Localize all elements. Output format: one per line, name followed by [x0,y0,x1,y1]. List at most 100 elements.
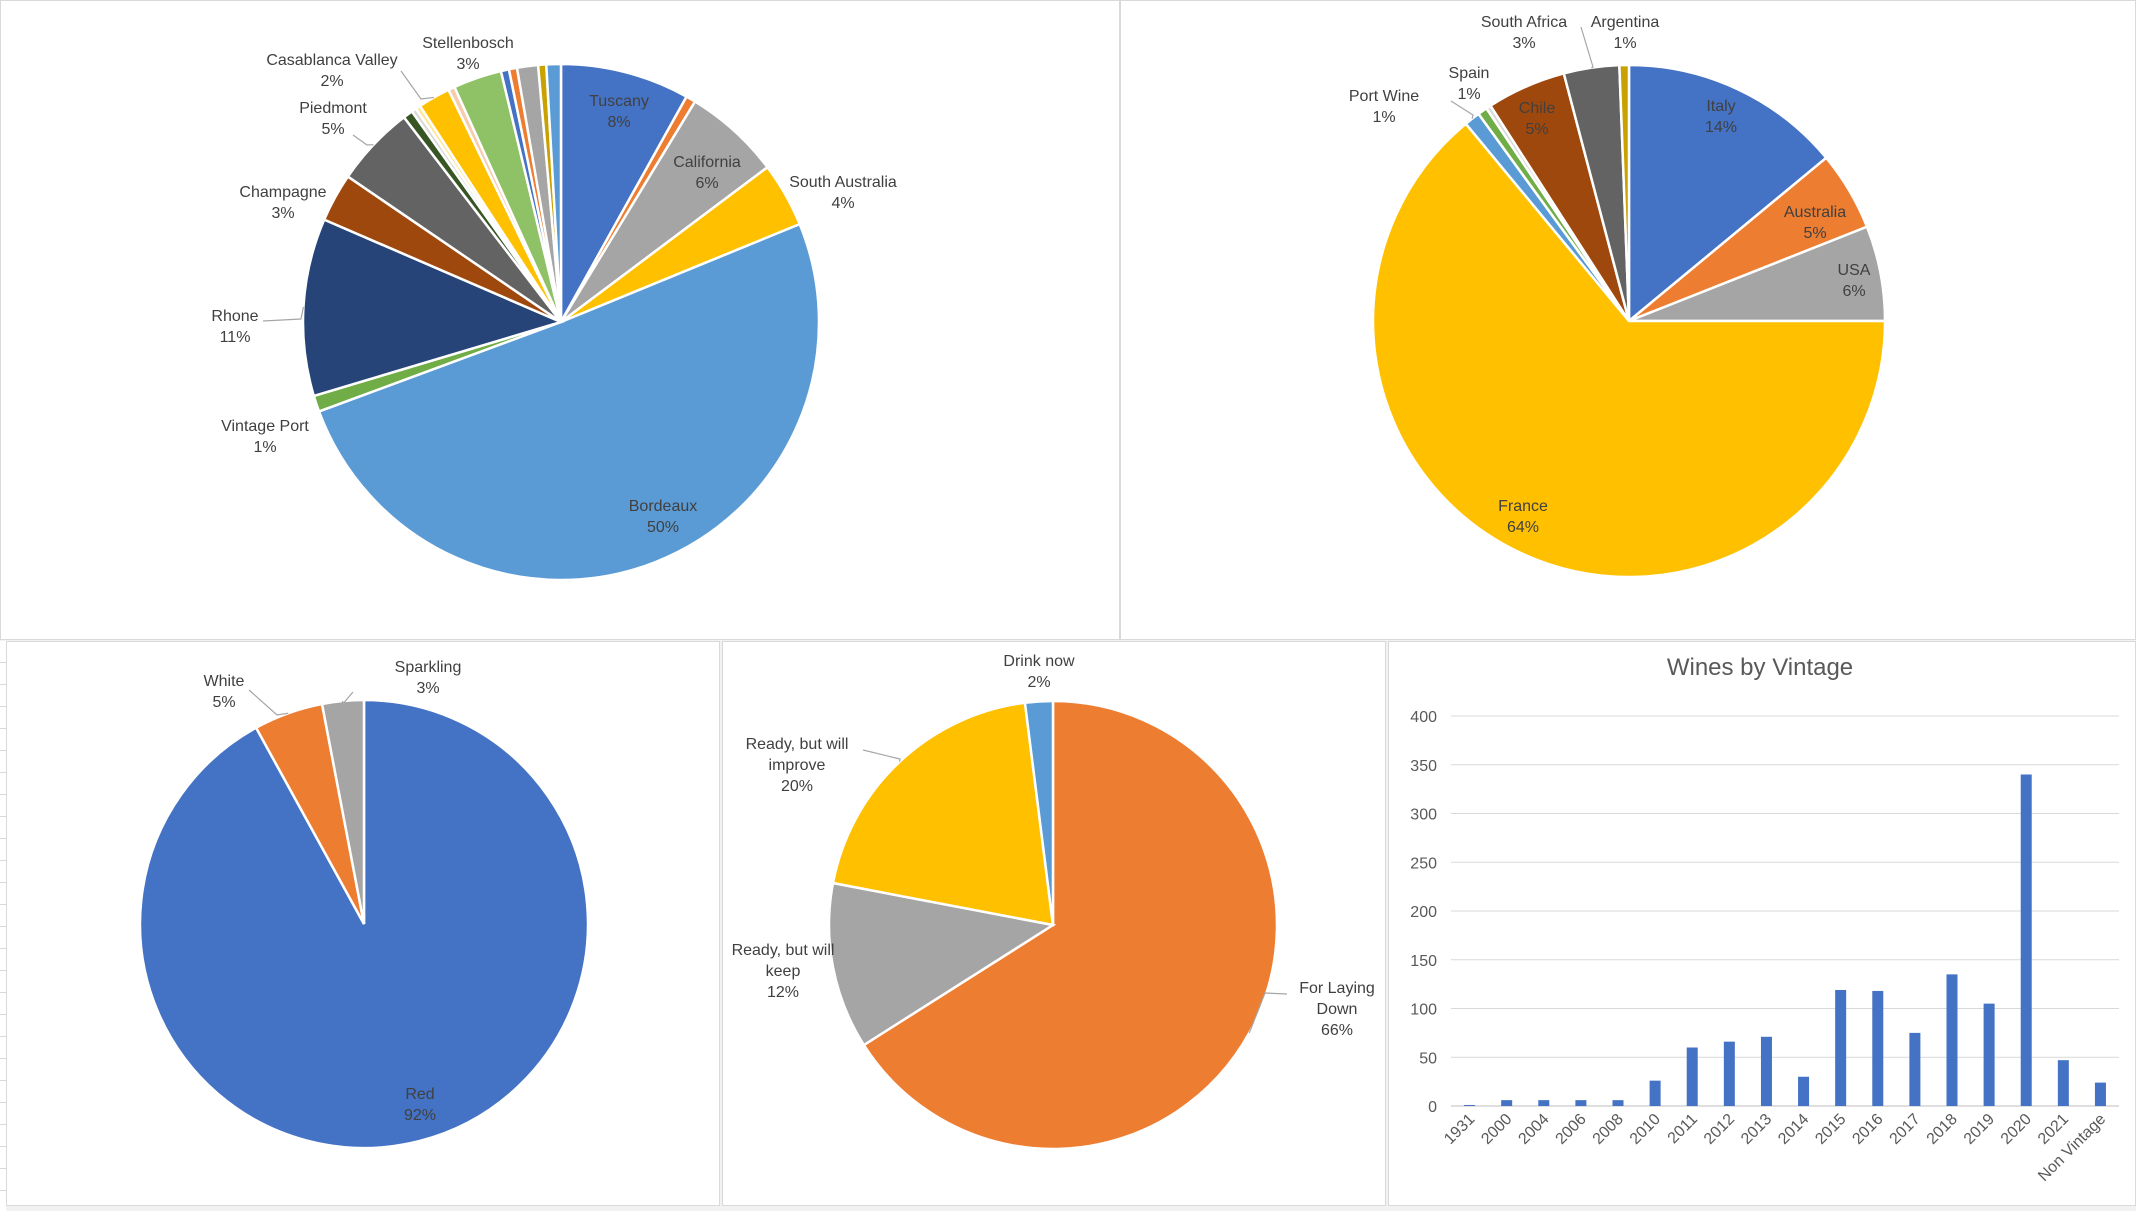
bar-2021[interactable] [2057,1060,2069,1106]
leader-line [862,749,901,762]
pie-slice-sparkling[interactable] [320,698,366,925]
pie-slice-france[interactable] [1371,121,1887,579]
vintage-bar-chart[interactable]: Wines by Vintage 0 50 100 150 200 250 300 350 400… [1388,641,2136,1206]
x-tick-label: 1931 [1441,1111,1478,1148]
leader-line [262,306,305,322]
data-label-italy: Italy 14% [1705,98,1737,136]
data-label-rhone: Rhone 11% [211,308,258,346]
data-label-australia: Australia 5% [1784,204,1846,242]
data-label-argentina: Argentina 1% [1591,14,1660,52]
leader-line [1248,992,1288,1034]
data-label-sparkling: Sparkling 3% [395,659,462,697]
bar-2018[interactable] [1946,974,1958,1106]
y-tick-label: 200 [1410,904,1437,921]
bar-2015[interactable] [1835,989,1847,1106]
data-label-chile: Chile 5% [1519,100,1556,138]
data-label-usa: USA 6% [1838,262,1871,300]
chart-title: Wines by Vintage [1667,654,1853,681]
data-label-red: Red 92% [404,1086,436,1124]
data-label-california: California 6% [673,154,741,192]
colour-pie-chart[interactable]: Red 92% White 5% Sparkling 3% [6,641,720,1206]
leader-line [340,691,354,707]
x-tick-label: 2010 [1627,1111,1664,1148]
data-label-champagne: Champagne 3% [239,184,326,222]
bar-2016[interactable] [1872,990,1884,1106]
data-label-spain: Spain 1% [1449,65,1490,103]
y-tick-label: 400 [1410,709,1437,726]
x-tick-label: 2016 [1849,1111,1886,1148]
country-pie-svg: Italy 14% Australia 5% USA 6% France 64% Port Wi… [1349,14,1887,579]
x-tick-label: 2018 [1924,1111,1961,1148]
data-label-drink-now: Drink now 2% [1003,653,1075,691]
data-label-ready-but-will-improve: Ready, but will improve 20% [746,736,849,795]
x-tick-label: 2014 [1775,1111,1812,1148]
pie-slice-chart1-19[interactable] [544,62,563,323]
pie-slice-ready-but-will-improve[interactable] [831,701,1055,927]
data-label-white: White 5% [204,673,245,711]
bar-non-vintage[interactable] [2094,1082,2106,1106]
data-label-tuscany: Tuscany 8% [589,93,649,131]
y-tick-label: 0 [1428,1099,1437,1116]
data-label-stellenbosch: Stellenbosch 3% [422,35,514,73]
pie-slice-italy[interactable] [1627,63,1829,324]
bar-2000[interactable] [1501,1100,1513,1106]
x-tick-label: 2015 [1812,1111,1849,1148]
data-label-port-wine: Port Wine 1% [1349,88,1419,126]
bar-2017[interactable] [1909,1032,1921,1106]
leader-line [400,70,435,100]
bar-2004[interactable] [1538,1100,1550,1106]
leader-line [248,689,289,716]
x-tick-label: 2008 [1590,1111,1627,1148]
bar-1931[interactable] [1464,1105,1476,1106]
bar-2012[interactable] [1723,1041,1735,1106]
x-tick-label: 2012 [1701,1111,1738,1148]
region-pie-svg: Tuscany 8% California 6% South Australia 4% Bo… [211,35,897,582]
bar-2019[interactable] [1983,1003,1995,1106]
y-tick-label: 300 [1410,807,1437,824]
region-pie-chart[interactable]: Tuscany 8% California 6% South Australia 4% Bo… [0,0,1120,640]
bar-2008[interactable] [1612,1100,1624,1106]
bar-2014[interactable] [1798,1076,1810,1106]
country-pie-chart[interactable]: Italy 14% Australia 5% USA 6% France 64% Port Wi… [1120,0,2136,640]
readiness-pie-svg: For Laying Down 66% Ready, but will keep 12% R… [732,653,1375,1151]
pie-slice-ready-but-will-keep[interactable] [827,881,1057,1047]
readiness-pie-chart[interactable]: For Laying Down 66% Ready, but will keep 12% R… [722,641,1386,1206]
x-tick-label: 2020 [1998,1111,2035,1148]
pie-slice-drink-now[interactable] [1023,699,1055,926]
data-label-south-australia: South Australia 4% [789,174,897,212]
x-tick-label: 2000 [1478,1111,1515,1148]
data-label-vintage-port: Vintage Port 1% [221,418,309,456]
bar-2013[interactable] [1760,1036,1772,1106]
pie-slice-red[interactable] [138,698,590,1150]
x-tick-label: 2019 [1961,1111,1998,1148]
pie-slice-tuscany[interactable] [559,62,689,327]
x-tick-label: 2013 [1738,1111,1775,1148]
data-label-piedmont: Piedmont 5% [299,100,367,138]
leader-line [352,134,374,146]
data-label-south-africa: South Africa 3% [1481,14,1567,52]
y-tick-label: 50 [1419,1050,1437,1067]
data-label-france: France 64% [1498,498,1548,536]
vintage-bar-svg: Wines by Vintage 0 50 100 150 200 250 300 350 400… [1410,654,2119,1185]
data-label-casablanca-valley: Casablanca Valley 2% [266,52,397,90]
bar-2006[interactable] [1575,1100,1587,1106]
data-label-for-laying-down: For Laying Down 66% [1299,980,1375,1039]
y-tick-label: 100 [1410,1002,1437,1019]
x-tick-label: 2017 [1887,1111,1924,1148]
pie-slice-bordeaux[interactable] [317,222,821,582]
x-tick-label: 2011 [1665,1111,1701,1147]
bar-2010[interactable] [1649,1080,1661,1106]
x-tick-label: 2004 [1515,1111,1552,1148]
data-label-ready-but-will-keep: Ready, but will keep 12% [732,942,835,1001]
colour-pie-svg: Red 92% White 5% Sparkling 3% [138,659,590,1150]
sheet-gridlines [0,641,6,1211]
y-tick-label: 250 [1410,855,1437,872]
y-tick-label: 350 [1410,758,1437,775]
bar-2011[interactable] [1686,1047,1698,1107]
pie-slice-argentina[interactable] [1618,63,1631,322]
leader-line [1580,26,1594,69]
data-label-bordeaux: Bordeaux 50% [629,498,698,536]
x-tick-label: 2006 [1553,1111,1590,1148]
bar-2020[interactable] [2020,774,2032,1107]
y-tick-label: 150 [1410,953,1437,970]
